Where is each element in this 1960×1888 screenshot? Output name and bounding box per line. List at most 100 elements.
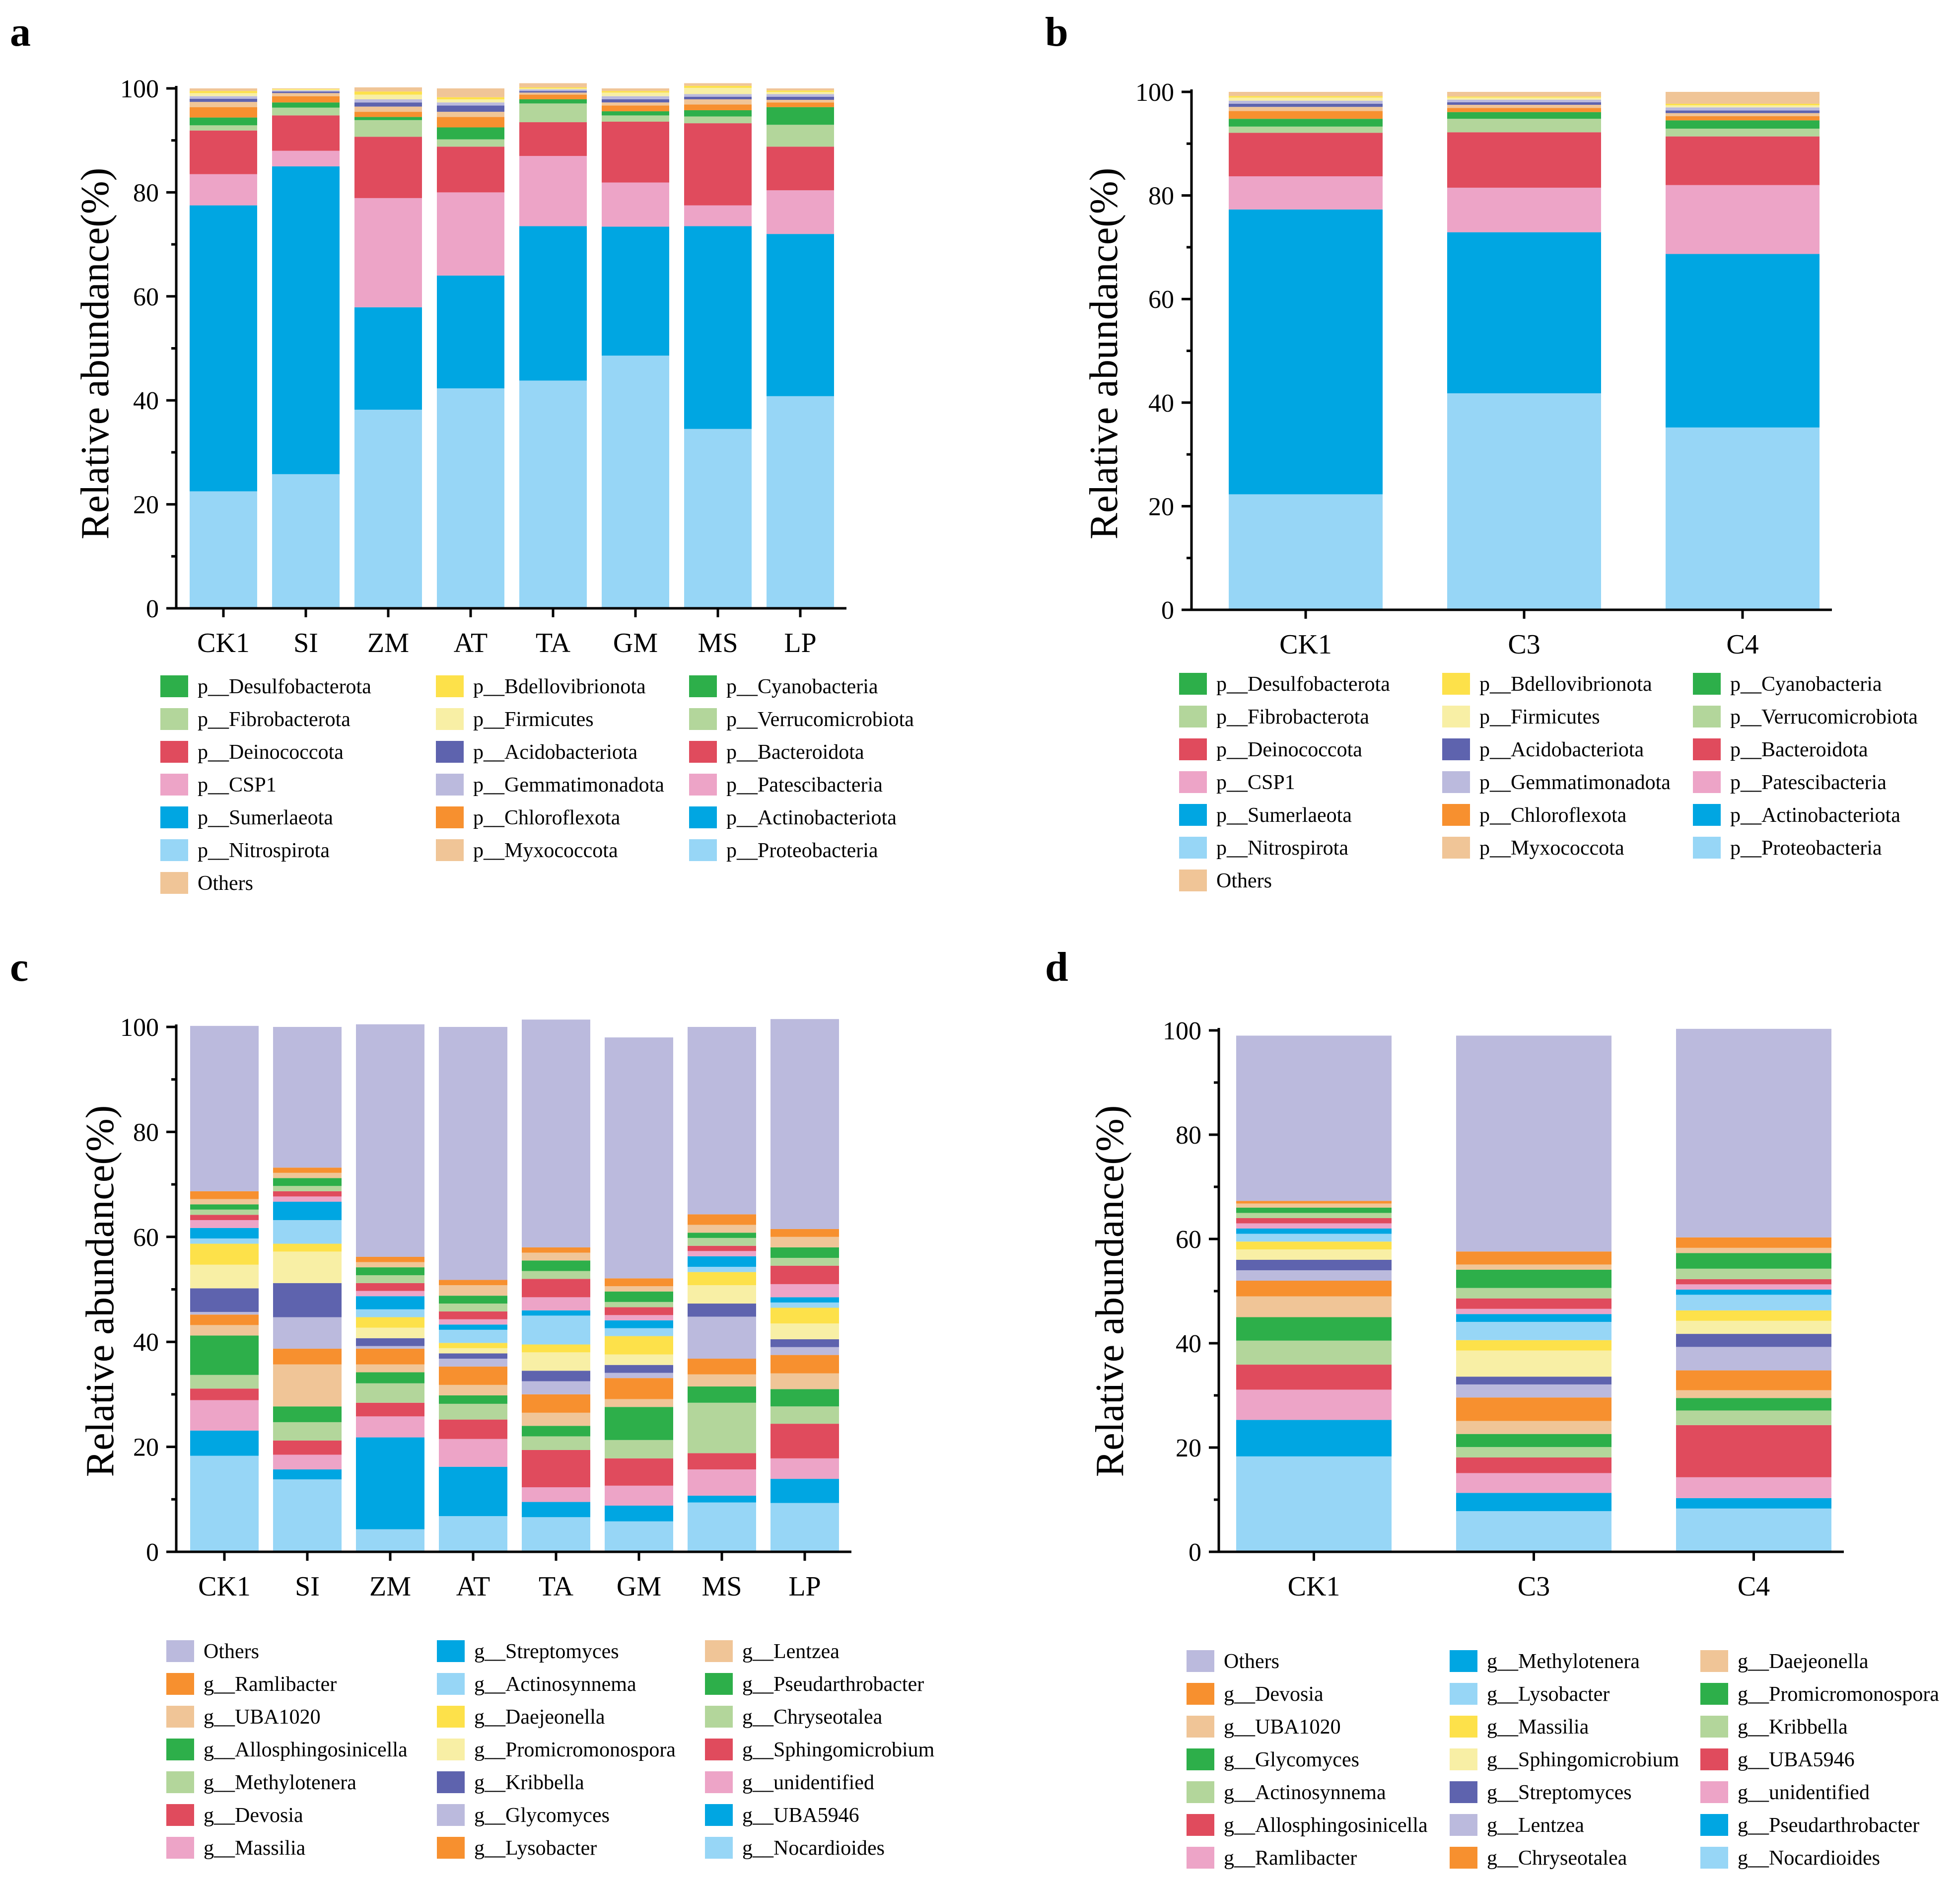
bar-segment-a-AT-p__Patescibacteria: [437, 192, 504, 276]
legend-swatch-c-g__Lentzea: [705, 1640, 733, 1662]
bar-segment-d-C3-g__UBA1020: [1456, 1264, 1611, 1270]
bar-segment-c-AT-g__Nocardioides: [439, 1516, 507, 1552]
legend-label-c-g__Actinosynnema: g__Actinosynnema: [474, 1673, 636, 1696]
bar-segment-a-AT-p__Myxococcota: [437, 112, 504, 117]
bar-segment-d-C3-g__Lysobacter: [1456, 1321, 1611, 1340]
bar-segment-c-MS-g__Lysobacter: [688, 1359, 756, 1375]
bar-segment-d-C3-g__Nocardioides: [1456, 1511, 1611, 1552]
bar-segment-c-CK1-g__Actinosynnema: [190, 1238, 259, 1244]
legend-label-d-g__Ramlibacter: g__Ramlibacter: [1224, 1847, 1357, 1870]
legend-swatch-d-g__Nocardioides: [1700, 1847, 1728, 1869]
legend-label-a-p__Sumerlaeota: p__Sumerlaeota: [198, 806, 333, 829]
legend-swatch-c-g__unidentified: [705, 1771, 733, 1793]
legend-label-a-p__Bacteroidota: p__Bacteroidota: [726, 741, 864, 764]
bar-segment-c-LP-Others: [770, 1019, 839, 1229]
bar-segment-a-ZM-p__Acidobacteriota: [354, 102, 422, 107]
bar-segment-c-TA-g__UBA5946: [522, 1502, 590, 1518]
legend-swatch-d-g__Streptomyces: [1450, 1781, 1477, 1803]
x-tick-label-c-TA: TA: [539, 1571, 574, 1602]
bar-segment-c-SI-Others: [273, 1027, 342, 1168]
bar-segment-a-CK1-p__Verrucomicrobiota: [190, 125, 257, 131]
legend-label-c-g__Lentzea: g__Lentzea: [742, 1640, 840, 1663]
bar-segment-c-CK1-g__Streptomyces: [190, 1228, 259, 1238]
bar-segment-d-CK1-g__Streptomyces: [1236, 1260, 1392, 1270]
bar-segment-d-C4-g__Ramlibacter: [1676, 1284, 1831, 1290]
bar-segment-a-GM-p__Bacteroidota: [602, 122, 669, 183]
bar-segment-b-CK1-p__Acidobacteriota: [1229, 103, 1383, 107]
bar-segment-a-MS-p__Myxococcota: [684, 99, 752, 105]
bar-segment-c-GM-g__Chryseotalea: [605, 1440, 673, 1458]
bar-segment-c-SI-g__Allosphingosinicella: [273, 1178, 342, 1186]
bar-segment-a-SI-Others: [272, 88, 340, 89]
bar-segment-a-ZM-p__Chloroflexota: [354, 112, 422, 117]
legend-swatch-a-p__Nitrospirota: [160, 839, 188, 861]
bar-segment-d-C4-g__Actinosynnema: [1676, 1268, 1831, 1279]
bar-segment-a-CK1-p__Bdellovibrionota: [190, 91, 257, 93]
legend-label-d-g__UBA1020: g__UBA1020: [1224, 1716, 1341, 1739]
bar-segment-c-CK1-g__UBA5946: [190, 1430, 259, 1456]
bar-segment-c-MS-g__Allosphingosinicella: [688, 1233, 756, 1238]
bar-segment-b-C3-p__Verrucomicrobiota: [1447, 119, 1601, 133]
bar-segment-d-C3-g__Sphingomicrobium: [1456, 1350, 1611, 1377]
bar-segment-c-MS-g__Actinosynnema: [688, 1267, 756, 1272]
bar-segment-b-C4-p__Patescibacteria: [1666, 185, 1820, 254]
bar-segment-c-GM-g__Lysobacter: [605, 1378, 673, 1399]
bar-segment-c-LP-g__Methylotenera: [770, 1258, 839, 1266]
bar-segment-c-AT-g__Methylotenera: [439, 1304, 507, 1311]
bar-segment-c-MS-g__UBA5946: [688, 1495, 756, 1503]
legend-swatch-b-p__Nitrospirota: [1179, 837, 1207, 859]
legend-label-d-g__Daejeonella: g__Daejeonella: [1738, 1650, 1869, 1673]
bar-segment-c-TA-g__Methylotenera: [522, 1271, 590, 1279]
bar-segment-a-TA-p__Verrucomicrobiota: [519, 103, 587, 123]
y-tick-label-d-80: 80: [1176, 1121, 1201, 1150]
panel-b: b Relative abundance(%) CK1 C3 C4 0 20 40 60 80…: [1045, 9, 1918, 892]
bar-segment-d-C4-g__Streptomyces: [1676, 1334, 1831, 1347]
legend-label-a-p__Proteobacteria: p__Proteobacteria: [726, 839, 878, 862]
bar-segment-d-C3-g__Methylotenera: [1456, 1314, 1611, 1322]
bar-segment-c-TA-g__Daejeonella: [522, 1344, 590, 1353]
x-tick-label-a-LP: LP: [784, 628, 816, 658]
bar-segment-d-C4-g__Sphingomicrobium: [1676, 1320, 1831, 1334]
bar-segment-a-GM-Others: [602, 88, 669, 91]
legend-label-a-Others: Others: [198, 872, 253, 895]
bar-segment-a-AT-p__Chloroflexota: [437, 117, 504, 128]
bar-segment-a-GM-p__Firmicutes: [602, 92, 669, 96]
bar-segment-c-TA-g__Streptomyces: [522, 1310, 590, 1316]
legend-label-d-g__Allosphingosinicella: g__Allosphingosinicella: [1224, 1814, 1428, 1837]
legend-swatch-d-g__Glycomyces: [1187, 1748, 1214, 1770]
legend-label-c-Others: Others: [204, 1640, 259, 1663]
bar-segment-c-TA-g__Massilia: [522, 1297, 590, 1310]
bar-segment-c-MS-Others: [688, 1027, 756, 1215]
legend-swatch-d-g__Daejeonella: [1700, 1650, 1728, 1672]
bar-segment-c-AT-g__Sphingomicrobium: [439, 1419, 507, 1439]
bar-segment-a-MS-p__Gemmatimonadota: [684, 94, 752, 97]
x-tick-label-c-GM: GM: [617, 1571, 661, 1602]
bar-segment-a-ZM-p__Firmicutes: [354, 94, 422, 99]
legend-swatch-d-g__unidentified: [1700, 1781, 1728, 1803]
bar-segment-a-ZM-p__Patescibacteria: [354, 198, 422, 307]
bar-segment-c-ZM-g__Ramlibacter: [356, 1256, 424, 1262]
legend-swatch-b-p__Fibrobacterota: [1179, 706, 1207, 727]
bar-segment-c-CK1-g__Glycomyces: [190, 1311, 259, 1315]
legend-swatch-c-g__Actinosynnema: [437, 1673, 465, 1695]
bar-segment-d-C4-g__Devosia: [1676, 1237, 1831, 1248]
bar-segment-c-ZM-g__Lentzea: [356, 1364, 424, 1373]
legend-swatch-b-p__Bacteroidota: [1693, 738, 1721, 760]
bar-segment-b-CK1-p__Actinobacteriota: [1229, 209, 1383, 495]
legend-swatch-c-g__Kribbella: [437, 1771, 465, 1793]
bar-segment-a-LP-p__Myxococcota: [767, 100, 834, 103]
bar-segment-c-AT-g__Promicromonospora: [439, 1348, 507, 1354]
bar-segment-c-AT-g__Streptomyces: [439, 1324, 507, 1330]
legend-label-b-p__Myxococcota: p__Myxococcota: [1479, 837, 1624, 860]
y-tick-label-c-20: 20: [133, 1434, 159, 1462]
bar-segment-c-CK1-g__Methylotenera: [190, 1209, 259, 1215]
legend-label-a-p__Deinococcota: p__Deinococcota: [198, 741, 344, 764]
bar-segment-d-CK1-g__UBA5946: [1236, 1365, 1392, 1390]
legend-label-a-p__Actinobacteriota: p__Actinobacteriota: [726, 806, 897, 829]
legend-label-c-g__Streptomyces: g__Streptomyces: [474, 1640, 619, 1663]
y-tick-label-c-0: 0: [146, 1538, 159, 1567]
bar-segment-a-LP-p__Bacteroidota: [767, 146, 834, 191]
bar-segment-c-LP-g__Ramlibacter: [770, 1229, 839, 1237]
bar-segment-c-SI-g__Promicromonospora: [273, 1251, 342, 1283]
bar-segment-a-CK1-p__Myxococcota: [190, 102, 257, 107]
